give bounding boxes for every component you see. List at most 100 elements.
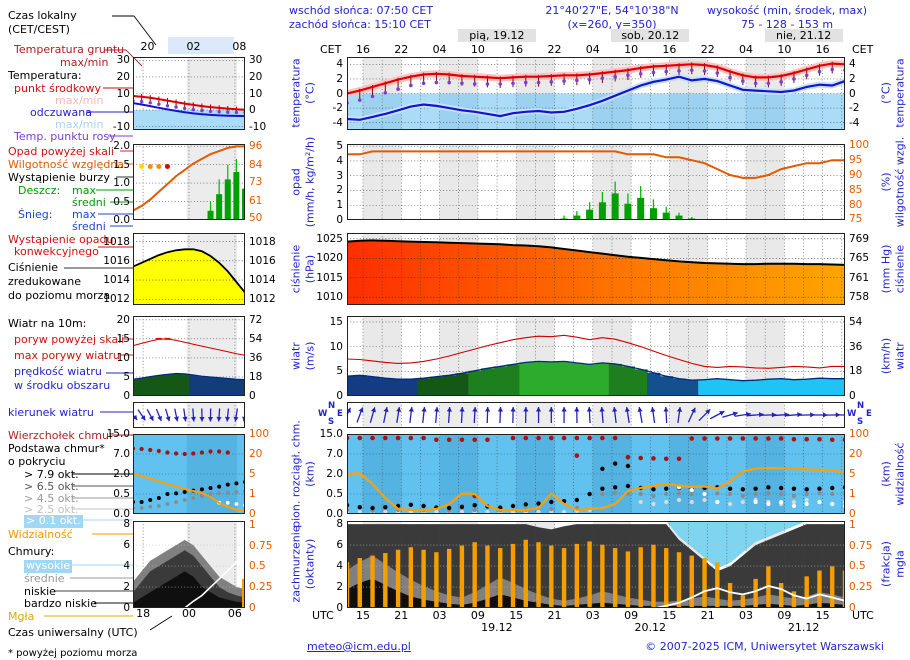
legend-humidity: Wilgotność względna [8,158,125,171]
tick-temp-right: 4 [849,58,856,71]
panel-cloud-extent [347,434,845,514]
mini-tick-wind-left: 10 [116,351,130,364]
utc-label-right: UTC [852,609,874,622]
mini-tick-fog-right: 1 [249,518,256,531]
mini-tick-cover-left: 4 [123,560,130,573]
legend-wind-dir: kierunek wiatru [8,406,94,419]
mini-tick-humidity-right: 61 [249,195,263,208]
tick-pressure-left: 1015 [316,271,343,284]
mini-panel-wind-direction [133,402,245,428]
date-utc: 21.12 [787,621,820,634]
legend-clouds-verylow: bardzo niskie [24,597,97,610]
mini-hour-bottom: 06 [227,607,242,620]
hour-label-utc: 15 [355,609,370,622]
mini-tick-precip-left: 1.5 [113,158,130,171]
cet-label-right: CET [852,43,874,56]
legend-clouds-header: Chmury: [8,545,55,558]
mini-tick-cover-left: 6 [123,539,130,552]
mini-tick-visibility-right: 100 [249,428,270,440]
mini-tick-visibility-right: 1 [249,488,256,500]
hour-label-utc: 09 [624,609,639,622]
legend-clouds-high: wysokie [24,559,73,573]
tick-wind-right: 36 [849,340,863,353]
mini-hour-top: 08 [232,40,247,53]
mini-tick-pressure-left: 1016 [103,254,130,267]
tick-humidity-right: 100 [849,139,870,152]
hour-label-utc: 09 [777,609,792,622]
legend-precip-overscale: Opad powyżej skali [8,145,114,158]
tick-cloud-left: 15.0 [319,428,343,440]
hour-label-cet: 10 [624,43,639,56]
tick-fog-right: 1 [849,518,856,531]
hour-label-utc: 03 [432,609,447,622]
legend-pressure1: Ciśnienie [8,261,59,274]
compass-e: E [866,409,872,419]
compass-s: S [328,417,335,427]
tick-visibility-right: 0 [849,508,856,520]
mini-hour-top: 02 [186,40,201,53]
tick-temp-left: -4 [332,116,343,129]
hour-label-cet: 22 [394,43,409,56]
legend-wind-speed2: w środku obszaru [14,379,111,392]
day-band [611,29,690,42]
tick-wind-right: 0 [849,390,856,402]
axis-pressure-right: (mm Hg) ciśnienie [879,244,906,294]
axis-wind-left: wiatr (m/s) [289,341,316,371]
mini-tick-pressure-right: 1016 [249,254,276,267]
legend-okt79: > 7.9 okt. [24,468,79,481]
mini-tick-temp-left: 20 [116,70,130,83]
tick-temp-right: 2 [849,72,856,85]
tick-visibility-right: 1 [849,488,856,500]
mini-tick-temp-right: 10 [249,87,263,100]
legend-okt25: > 2.5 okt. [24,503,79,516]
mini-tick-wind-left: 15 [116,332,130,345]
sunset-label: zachód słońca: 15:10 CET [289,18,431,31]
tick-fog-right: 0.75 [849,539,873,552]
panel-precipitation-humidity [347,144,845,220]
hour-label-cet: 22 [700,43,715,56]
mini-tick-cloud-left: 0.0 [113,508,130,520]
axis-temperature-left: temperatura (°C) [289,58,316,128]
mini-panel-wind [133,316,245,396]
legend-dew-point: Temp. punktu rosy [14,130,116,143]
date-utc: 19.12 [481,621,513,634]
cet-label-left: CET [320,43,342,56]
mini-tick-wind-left: 20 [116,313,130,326]
tick-fog-right: 0.5 [849,560,866,573]
tick-cloud-left: 0.5 [326,488,343,500]
tick-temp-left: 2 [336,72,343,85]
hour-label-cet: 10 [470,43,485,56]
axis-wind-right: (km/h) wiatr [879,337,906,375]
tick-cover-left: 6 [336,539,343,552]
panel-wind [347,316,845,396]
hour-label-utc: 21 [700,609,715,622]
mini-tick-temp-right: 20 [249,70,263,83]
hour-label-cet: 10 [777,43,792,56]
contact-email-link[interactable]: meteo@icm.edu.pl [307,640,411,653]
axis-visibility-right: (km) widzialność [879,442,906,506]
local-time-label2: (CET/CEST) [8,23,70,36]
hour-label-cet: 22 [547,43,562,56]
legend-cloud-base1: Podstawa chmur* [8,442,105,455]
hour-label-cet: 04 [739,43,754,56]
compass-e: E [337,409,343,419]
mini-tick-temp-left: 30 [116,54,130,67]
mini-tick-wind-left: 5 [123,370,130,383]
axis-precip-left: opad (mm/h, kg/m²/h) [289,136,316,228]
mini-tick-fog-right: 0 [249,602,256,614]
mini-tick-cloud-left: 15.0 [106,428,130,440]
date-utc: 20.12 [634,621,667,634]
panel-wind-direction [347,402,845,428]
day-header: sob, 20.12 [621,29,680,42]
day-band [764,29,843,42]
tick-pressure-right: 761 [849,271,870,284]
mini-tick-cover-left: 0 [123,602,130,614]
hour-label-utc: 15 [662,609,677,622]
legend-fog: Mgła [8,610,35,623]
legend-pressure3: do poziomu morza [8,289,111,302]
tick-humidity-right: 75 [849,213,863,226]
legend-wind-speed1: prędkość wiatru [14,365,102,378]
altitude-label: wysokość (min, środek, max) [706,4,868,17]
mini-hour-top: 20 [140,40,155,53]
day-header: pią, 19.12 [469,29,525,42]
